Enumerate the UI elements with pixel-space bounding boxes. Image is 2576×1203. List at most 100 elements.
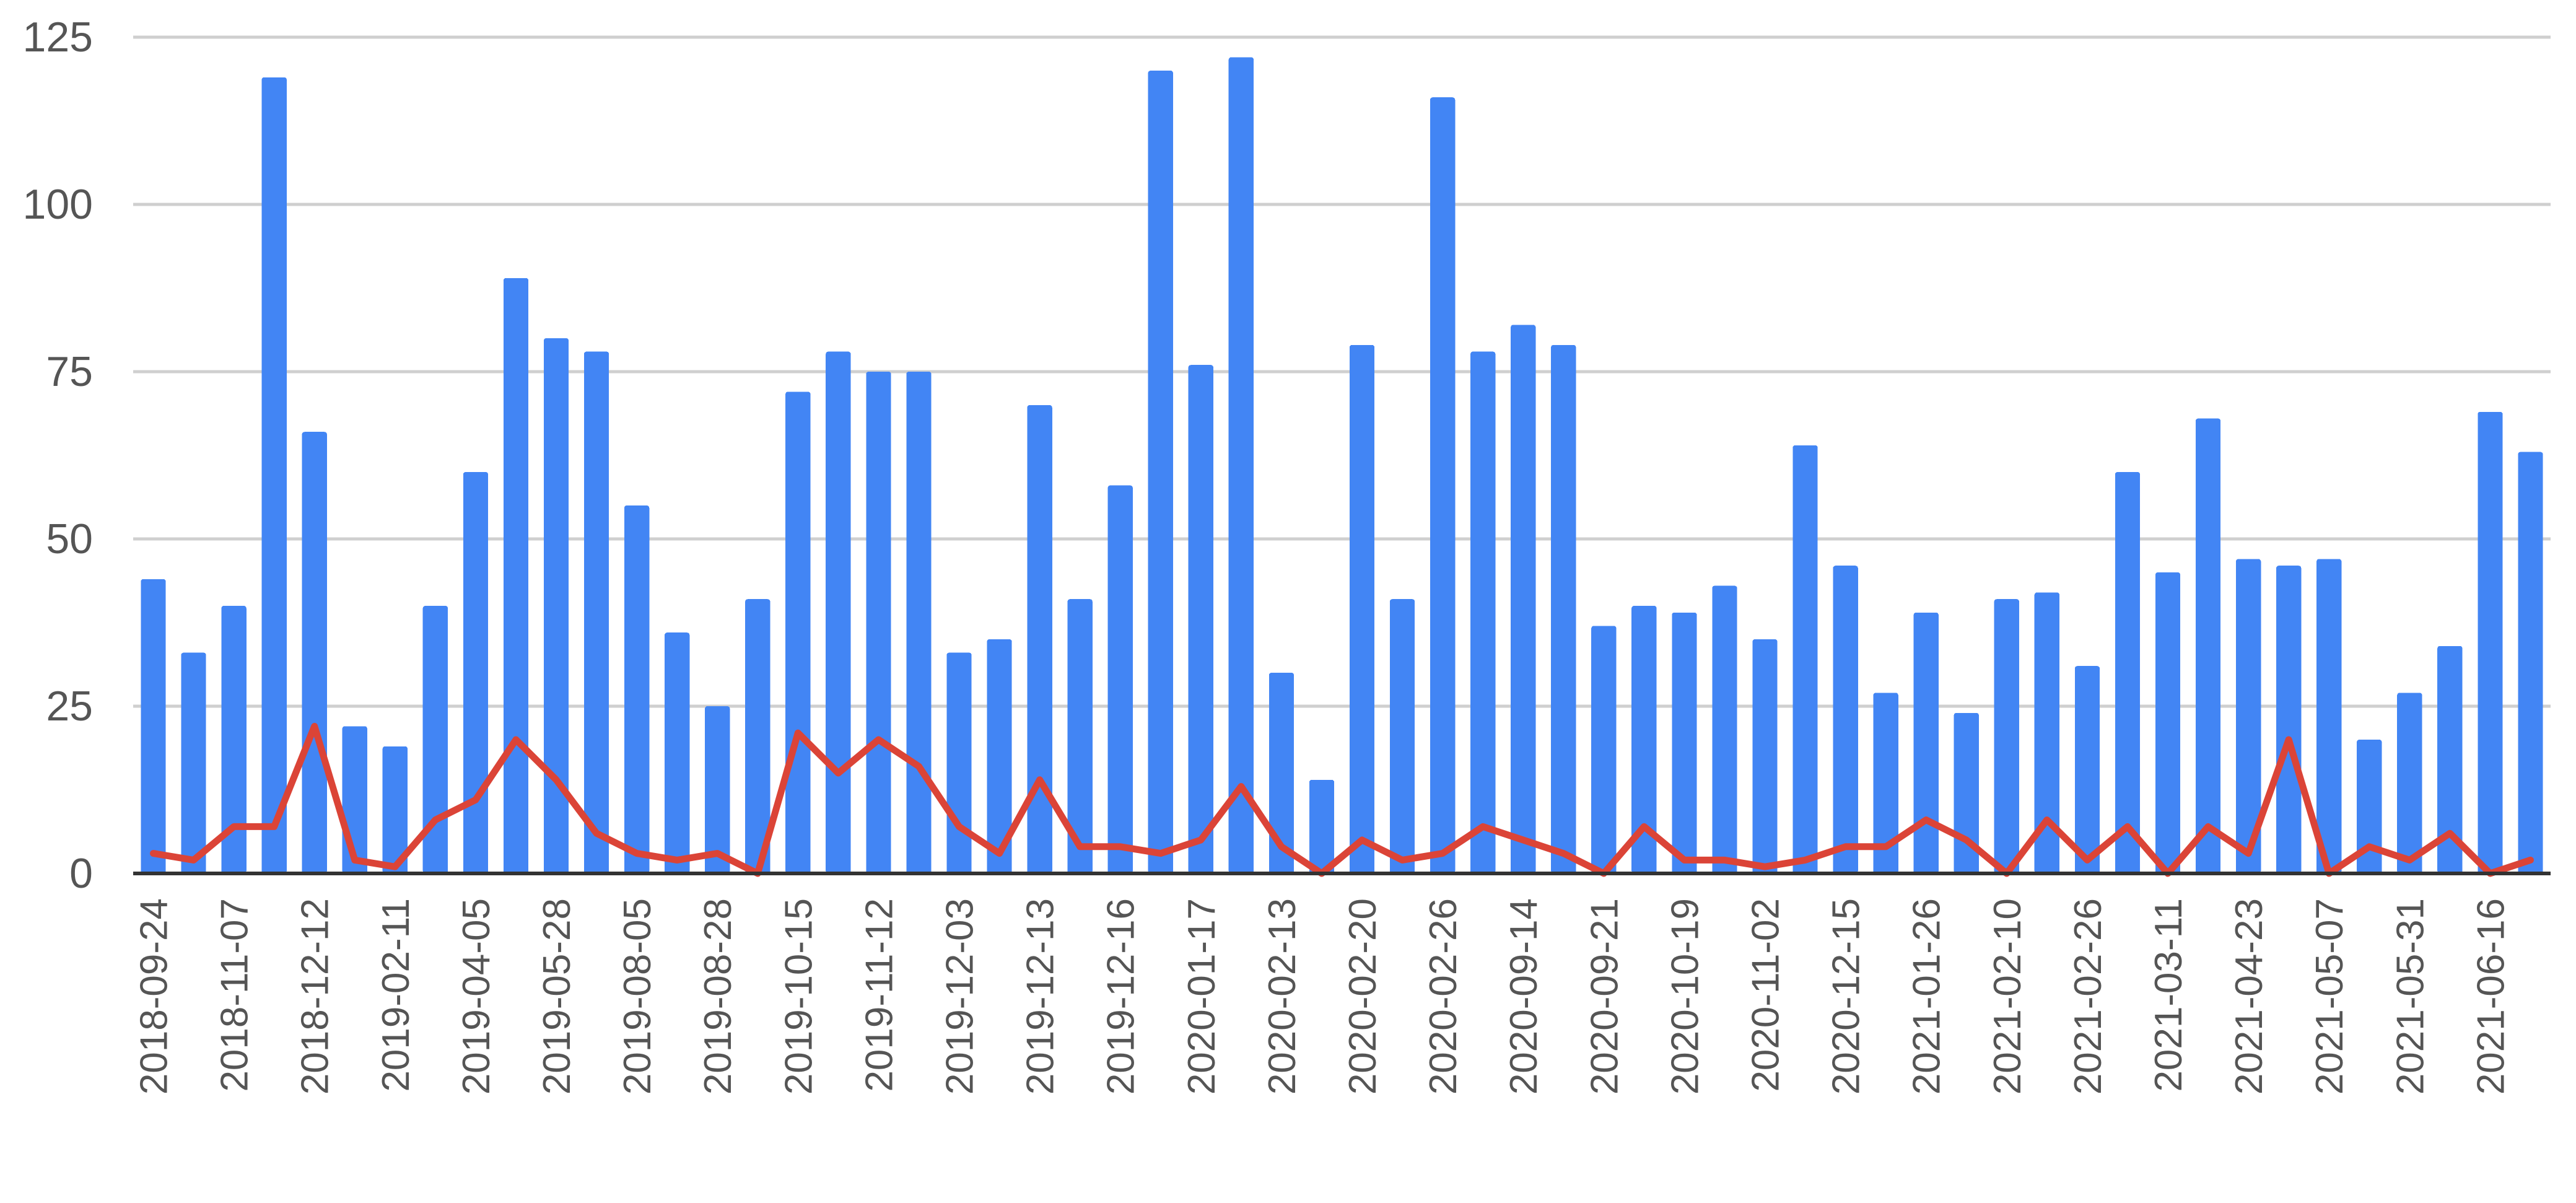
x-tick-label: 2018-11-07: [214, 898, 256, 1092]
x-tick-label: 2019-02-11: [375, 898, 417, 1092]
bar: [705, 706, 730, 873]
bar: [906, 372, 932, 873]
bar: [2155, 572, 2181, 873]
x-tick-label: 2020-02-13: [1261, 898, 1304, 1095]
y-tick-label: 0: [69, 850, 93, 897]
bar: [1752, 639, 1778, 873]
y-axis-tick-labels: 0 25 50 75 100 125: [23, 14, 93, 897]
y-tick-label: 100: [23, 181, 93, 228]
bar: [503, 278, 529, 873]
x-tick-label: 2020-10-19: [1664, 898, 1706, 1095]
bar: [1873, 693, 1898, 873]
bar: [1470, 351, 1496, 873]
bar: [2316, 559, 2342, 873]
bar: [2235, 559, 2261, 873]
x-tick-label: 2019-12-16: [1100, 898, 1143, 1095]
bar: [2034, 592, 2060, 873]
bar: [2478, 411, 2503, 873]
x-tick-label: 2020-12-15: [1825, 898, 1868, 1095]
x-tick-label: 2018-12-12: [294, 898, 337, 1095]
bar: [1309, 779, 1335, 873]
bar: [1268, 673, 1295, 873]
bar: [1551, 344, 1576, 873]
bar: [2074, 666, 2100, 873]
bar: [665, 632, 690, 873]
bar: [1631, 606, 1657, 873]
y-tick-label: 25: [46, 683, 93, 730]
x-tick-label: 2020-11-02: [1745, 898, 1788, 1092]
x-tick-label: 2018-09-24: [133, 898, 176, 1095]
x-tick-label: 2021-02-10: [1986, 898, 2029, 1095]
x-tick-label: 2019-04-05: [455, 898, 498, 1095]
x-tick-label: 2021-06-16: [2469, 898, 2512, 1095]
bar: [543, 338, 569, 873]
y-tick-label: 125: [23, 14, 93, 61]
bar: [946, 652, 972, 873]
bar: [2437, 645, 2463, 873]
x-tick-label: 2019-12-13: [1019, 898, 1062, 1095]
bar: [422, 606, 448, 873]
bar: [1672, 612, 1697, 873]
bar: [2276, 566, 2302, 873]
x-tick-label: 2020-09-14: [1503, 898, 1545, 1095]
bar: [1148, 71, 1173, 873]
x-tick-label: 2021-02-26: [2067, 898, 2110, 1095]
bar: [866, 372, 891, 873]
x-tick-label: 2019-05-28: [536, 898, 579, 1095]
bar: [302, 432, 327, 873]
bar: [826, 351, 851, 873]
x-tick-label: 2020-01-17: [1181, 898, 1223, 1095]
gridlines: [133, 35, 2551, 708]
bar: [141, 579, 166, 873]
bar: [1228, 57, 1254, 873]
x-tick-label: 2021-05-31: [2389, 898, 2432, 1095]
bar: [1389, 599, 1415, 873]
y-tick-label: 50: [46, 515, 93, 562]
bar: [1591, 626, 1617, 873]
x-tick-label: 2019-10-15: [777, 898, 820, 1095]
bar: [785, 392, 811, 873]
x-tick-label: 2019-11-12: [858, 898, 901, 1092]
x-tick-label: 2021-01-26: [1906, 898, 1949, 1095]
x-tick-label: 2020-02-26: [1422, 898, 1465, 1095]
bar: [583, 351, 609, 873]
x-tick-label: 2019-12-03: [939, 898, 982, 1095]
bar: [2397, 693, 2422, 873]
bar: [261, 77, 287, 873]
bar: [2195, 418, 2221, 873]
bar: [2357, 740, 2382, 873]
x-axis-tick-labels: 2018-09-24 2018-11-07 2018-12-12 2019-02-11…: [133, 898, 2513, 1095]
bar: [382, 746, 408, 873]
series-line: [150, 722, 2534, 877]
bar: [221, 606, 247, 873]
x-tick-label: 2021-05-07: [2308, 898, 2351, 1095]
bar: [2115, 472, 2141, 873]
bar: [1107, 485, 1133, 873]
bar: [1349, 344, 1375, 873]
x-tick-label: 2019-08-05: [616, 898, 659, 1095]
bar: [181, 652, 206, 873]
bar: [1511, 325, 1536, 873]
bar: [1712, 585, 1737, 873]
bar: [745, 599, 771, 873]
x-tick-label: 2020-02-20: [1342, 898, 1384, 1095]
y-tick-label: 75: [46, 348, 93, 395]
bar: [1833, 566, 1858, 873]
bar: [1027, 405, 1052, 873]
bar: [1067, 599, 1093, 873]
bar: [2518, 452, 2543, 873]
x-tick-label: 2019-08-28: [697, 898, 740, 1095]
bar: [1994, 599, 2019, 873]
bar-series: [141, 57, 2543, 874]
bar: [987, 639, 1012, 873]
x-tick-label: 2021-04-23: [2228, 898, 2271, 1095]
bar: [624, 505, 650, 873]
x-tick-label: 2021-03-11: [2147, 898, 2190, 1092]
bar: [1188, 365, 1213, 873]
bar: [1913, 612, 1939, 873]
bar: [1792, 445, 1818, 873]
bar: [463, 472, 489, 873]
bar: [1430, 97, 1456, 874]
x-tick-label: 2020-09-21: [1583, 898, 1626, 1095]
